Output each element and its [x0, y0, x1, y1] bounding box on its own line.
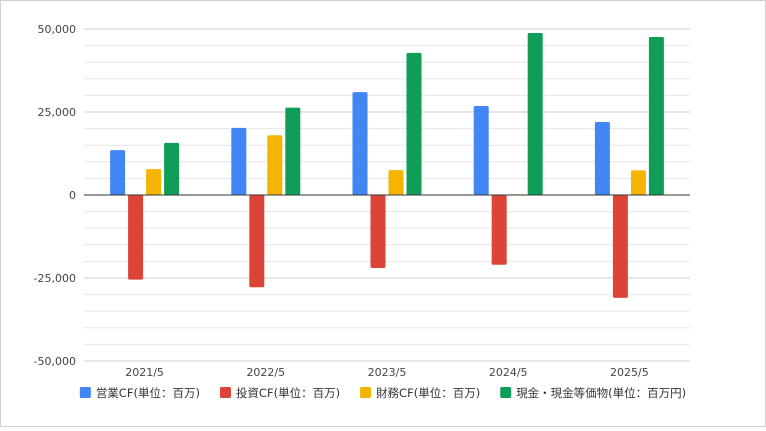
bar-2-2023/5 — [370, 195, 386, 269]
x-tick-label: 2021/5 — [125, 366, 164, 379]
legend-swatch — [500, 387, 512, 398]
legend-label: 現金・現金等価物(単位：百万円) — [516, 386, 686, 400]
x-tick-label: 2023/5 — [368, 366, 407, 379]
bar-1-2025/5 — [594, 121, 610, 195]
bar-1-2023/5 — [352, 92, 368, 195]
bar-4-2025/5 — [648, 36, 664, 195]
legend-label: 投資CF(単位：百万) — [236, 386, 340, 400]
y-tick-label: -25,000 — [34, 272, 76, 285]
legend-label: 財務CF(単位：百万) — [376, 386, 480, 400]
legend-swatch — [360, 387, 372, 398]
bar-1-2022/5 — [231, 127, 247, 195]
bar-2-2025/5 — [612, 195, 628, 298]
bars — [110, 32, 664, 298]
bar-4-2023/5 — [406, 52, 422, 196]
bar-2-2022/5 — [249, 195, 265, 288]
y-tick-label: 50,000 — [38, 23, 77, 36]
legend-item: 営業CF(単位：百万) — [79, 386, 200, 400]
legend-item: 財務CF(単位：百万) — [360, 386, 480, 400]
bar-1-2024/5 — [473, 106, 489, 195]
bar-2-2024/5 — [491, 195, 507, 265]
x-axis-ticks: 2021/5 2022/5 2023/5 2024/5 2025/5 — [125, 366, 649, 379]
y-axis-ticks: 50,000 25,000 0 -25,000 -50,000 — [34, 23, 76, 368]
y-tick-label: -50,000 — [34, 355, 76, 368]
x-tick-label: 2025/5 — [610, 366, 649, 379]
legend: 営業CF(単位：百万) 投資CF(単位：百万) 財務CF(単位：百万) 現金・現金等価… — [79, 386, 686, 400]
legend-item: 現金・現金等価物(単位：百万円) — [500, 386, 686, 400]
bar-3-2021/5 — [146, 169, 162, 195]
legend-item: 投資CF(単位：百万) — [219, 386, 340, 400]
bar-3-2023/5 — [388, 170, 404, 195]
legend-swatch — [79, 387, 91, 398]
y-tick-label: 0 — [69, 189, 76, 202]
x-tick-label: 2024/5 — [489, 366, 528, 379]
bar-2-2021/5 — [128, 195, 144, 280]
y-tick-label: 25,000 — [38, 106, 77, 119]
bar-3-2025/5 — [630, 170, 646, 195]
x-tick-label: 2022/5 — [246, 366, 285, 379]
grid-lines — [84, 28, 690, 362]
bar-4-2021/5 — [164, 142, 180, 195]
bar-1-2021/5 — [110, 150, 126, 195]
bar-4-2024/5 — [527, 32, 543, 195]
bar-4-2022/5 — [285, 107, 301, 195]
bar-3-2022/5 — [267, 135, 283, 195]
legend-swatch — [219, 387, 231, 398]
legend-label: 営業CF(単位：百万) — [96, 386, 200, 400]
